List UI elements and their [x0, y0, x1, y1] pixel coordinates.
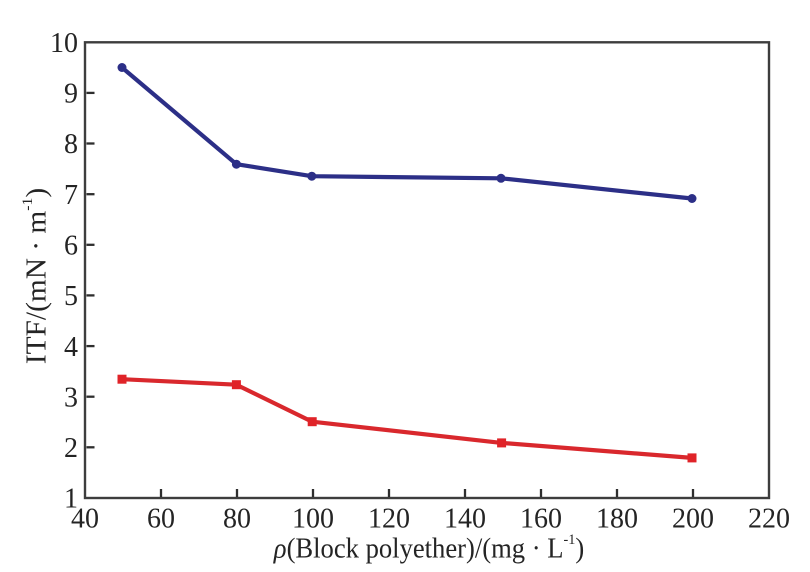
svg-text:ρ(Block polyether)/(mg · L-1): ρ(Block polyether)/(mg · L-1) — [273, 532, 584, 564]
svg-text:220: 220 — [748, 504, 790, 535]
svg-text:6: 6 — [64, 231, 78, 262]
svg-text:3: 3 — [64, 382, 78, 413]
svg-text:10: 10 — [50, 28, 78, 59]
svg-text:1: 1 — [64, 484, 78, 515]
svg-text:160: 160 — [520, 504, 562, 535]
svg-text:7: 7 — [64, 180, 78, 211]
svg-text:8: 8 — [64, 129, 78, 160]
svg-text:ITF/(mN · m-1): ITF/(mN · m-1) — [19, 188, 52, 364]
svg-text:100: 100 — [292, 504, 334, 535]
svg-text:4: 4 — [64, 332, 78, 363]
svg-text:80: 80 — [223, 504, 251, 535]
svg-text:200: 200 — [672, 504, 714, 535]
svg-text:40: 40 — [71, 504, 99, 535]
svg-text:60: 60 — [147, 504, 175, 535]
svg-text:5: 5 — [64, 281, 78, 312]
svg-text:9: 9 — [64, 79, 78, 110]
svg-text:2: 2 — [64, 433, 78, 464]
svg-text:180: 180 — [596, 504, 638, 535]
svg-text:140: 140 — [444, 504, 486, 535]
svg-text:120: 120 — [368, 504, 410, 535]
